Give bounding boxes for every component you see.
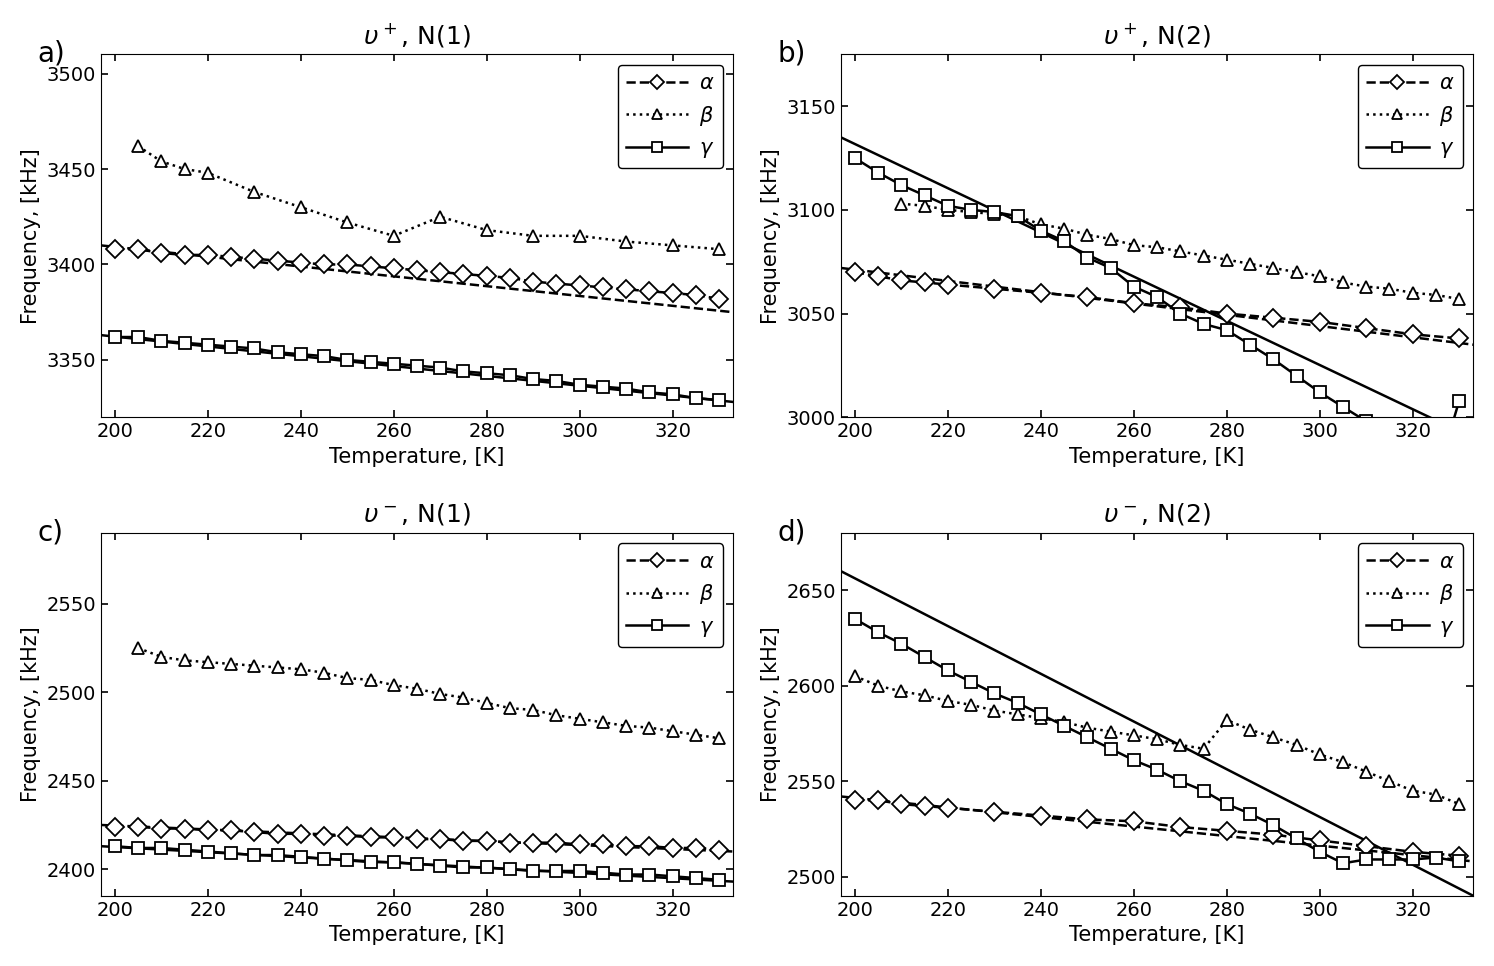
Title: $\upsilon^-$, N(2): $\upsilon^-$, N(2) [1103,501,1210,527]
Y-axis label: Frequency, [kHz]: Frequency, [kHz] [760,148,781,324]
X-axis label: Temperature, [K]: Temperature, [K] [329,925,505,945]
Y-axis label: Frequency, [kHz]: Frequency, [kHz] [21,627,40,802]
Title: $\upsilon^-$, N(1): $\upsilon^-$, N(1) [363,501,471,527]
Text: b): b) [778,40,807,68]
X-axis label: Temperature, [K]: Temperature, [K] [1070,446,1245,467]
Y-axis label: Frequency, [kHz]: Frequency, [kHz] [760,627,781,802]
Legend: $\alpha$, $\beta$, $\gamma$: $\alpha$, $\beta$, $\gamma$ [617,65,723,168]
Legend: $\alpha$, $\beta$, $\gamma$: $\alpha$, $\beta$, $\gamma$ [617,544,723,647]
X-axis label: Temperature, [K]: Temperature, [K] [329,446,505,467]
Legend: $\alpha$, $\beta$, $\gamma$: $\alpha$, $\beta$, $\gamma$ [1358,544,1463,647]
Title: $\upsilon^+$, N(1): $\upsilon^+$, N(1) [363,21,471,49]
Legend: $\alpha$, $\beta$, $\gamma$: $\alpha$, $\beta$, $\gamma$ [1358,65,1463,168]
Text: d): d) [778,519,807,547]
X-axis label: Temperature, [K]: Temperature, [K] [1070,925,1245,945]
Text: c): c) [37,519,64,547]
Title: $\upsilon^+$, N(2): $\upsilon^+$, N(2) [1103,21,1210,49]
Text: a): a) [37,40,66,68]
Y-axis label: Frequency, [kHz]: Frequency, [kHz] [21,148,40,324]
